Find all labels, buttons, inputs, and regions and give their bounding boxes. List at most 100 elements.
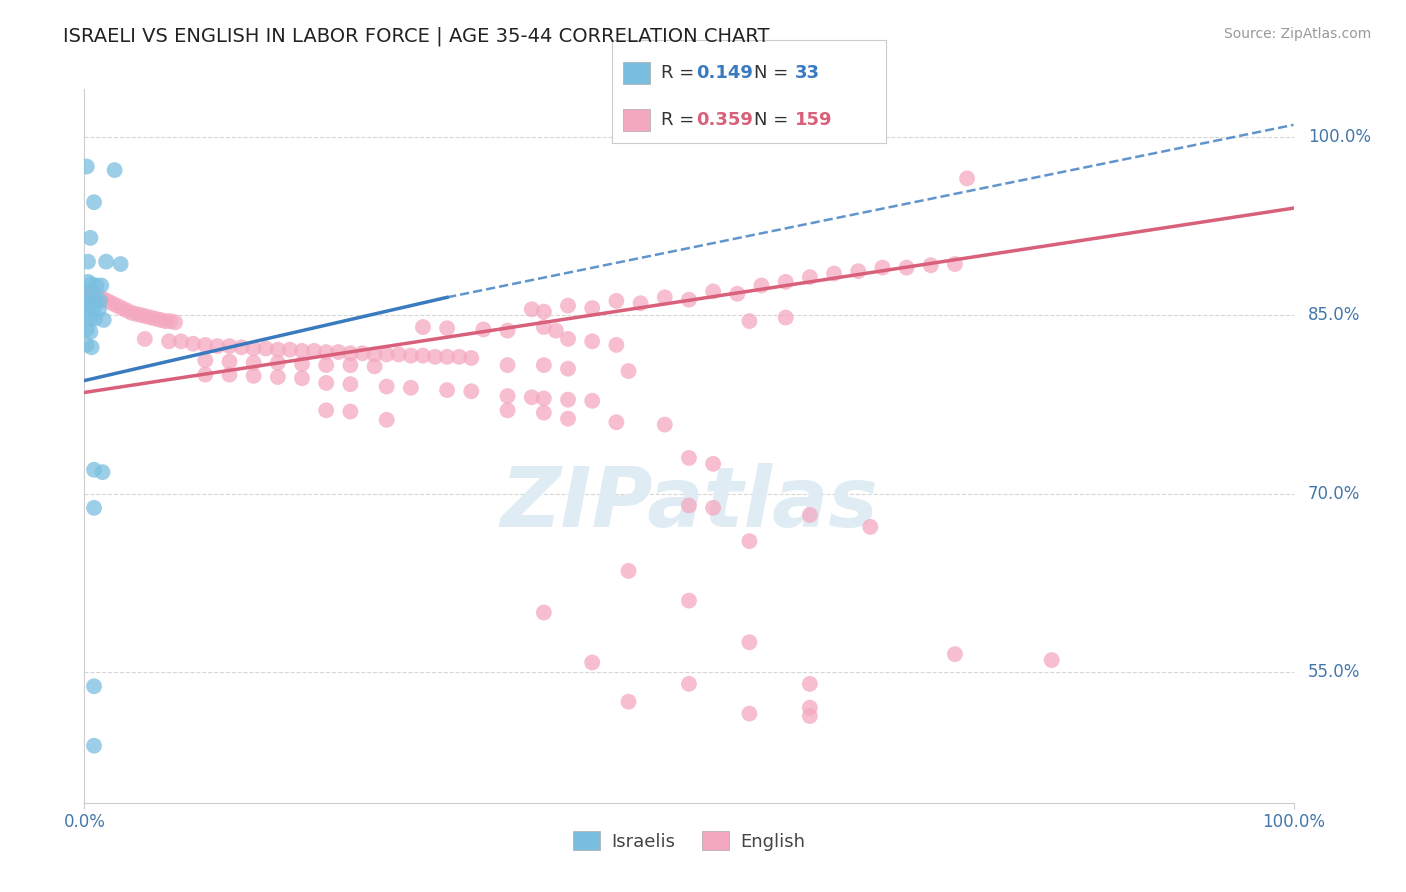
Point: [449, 350, 471, 364]
Point: [101, 296, 124, 310]
Point: [799, 709, 821, 723]
Point: [77, 285, 100, 299]
Point: [76, 160, 98, 174]
Point: [581, 301, 603, 315]
Text: N =: N =: [754, 112, 794, 129]
Point: [104, 163, 127, 178]
Point: [80, 277, 103, 292]
Point: [218, 368, 240, 382]
Point: [605, 415, 627, 429]
Point: [775, 310, 797, 325]
Point: [79, 300, 101, 314]
Point: [79, 311, 101, 326]
Point: [76, 322, 98, 336]
Point: [725, 286, 748, 301]
Text: 100.0%: 100.0%: [1308, 128, 1371, 145]
Point: [533, 406, 555, 420]
Text: N =: N =: [754, 64, 794, 82]
Point: [375, 413, 398, 427]
Point: [91, 292, 114, 306]
Point: [83, 195, 105, 210]
Point: [129, 308, 152, 322]
Point: [278, 343, 301, 357]
Point: [80, 290, 103, 304]
Point: [77, 286, 100, 301]
Point: [799, 508, 821, 522]
Point: [194, 338, 217, 352]
Point: [581, 393, 603, 408]
Point: [460, 384, 482, 399]
Point: [339, 377, 361, 392]
Point: [145, 311, 167, 326]
Point: [496, 358, 519, 372]
Point: [363, 359, 385, 374]
Point: [110, 257, 132, 271]
Point: [896, 260, 918, 275]
Point: [412, 349, 434, 363]
Point: [617, 564, 640, 578]
Point: [315, 376, 337, 390]
Point: [859, 520, 882, 534]
Text: 70.0%: 70.0%: [1308, 484, 1361, 502]
Bar: [623, 109, 650, 131]
Point: [328, 345, 350, 359]
Point: [254, 342, 277, 356]
Point: [159, 314, 181, 328]
Point: [83, 679, 105, 693]
Point: [399, 381, 422, 395]
Point: [139, 310, 162, 325]
Point: [315, 403, 337, 417]
Point: [84, 293, 107, 307]
Point: [956, 171, 979, 186]
Point: [83, 463, 105, 477]
Point: [823, 267, 845, 281]
Point: [83, 739, 105, 753]
Point: [557, 411, 579, 425]
Point: [115, 303, 138, 318]
Point: [339, 346, 361, 360]
Point: [557, 392, 579, 407]
Point: [231, 340, 253, 354]
Point: [89, 293, 111, 308]
Point: [90, 278, 112, 293]
Text: 0.359: 0.359: [696, 112, 754, 129]
Text: 33: 33: [796, 64, 820, 82]
Text: 85.0%: 85.0%: [1308, 306, 1361, 324]
Text: 159: 159: [796, 112, 832, 129]
Bar: [623, 62, 650, 84]
Point: [399, 349, 422, 363]
Point: [496, 324, 519, 338]
Point: [339, 404, 361, 418]
Text: ISRAELI VS ENGLISH IN LABOR FORCE | AGE 35-44 CORRELATION CHART: ISRAELI VS ENGLISH IN LABOR FORCE | AGE …: [63, 27, 769, 46]
Point: [77, 254, 100, 268]
Point: [76, 299, 98, 313]
Point: [617, 364, 640, 378]
Point: [630, 296, 652, 310]
Point: [738, 534, 761, 549]
Point: [207, 339, 229, 353]
Point: [557, 361, 579, 376]
Point: [799, 677, 821, 691]
Point: [920, 258, 942, 272]
Point: [93, 313, 115, 327]
Point: [218, 339, 240, 353]
Point: [738, 706, 761, 721]
Point: [738, 314, 761, 328]
Point: [76, 310, 98, 325]
Point: [388, 347, 411, 361]
Point: [165, 315, 187, 329]
Point: [654, 417, 676, 432]
Point: [134, 332, 156, 346]
Point: [436, 350, 458, 364]
Point: [80, 340, 103, 354]
Text: R =: R =: [661, 64, 700, 82]
Point: [135, 310, 157, 324]
Point: [121, 306, 143, 320]
Point: [436, 321, 458, 335]
Point: [520, 390, 543, 404]
Point: [267, 356, 290, 370]
Text: Source: ZipAtlas.com: Source: ZipAtlas.com: [1223, 27, 1371, 41]
Point: [799, 270, 821, 285]
Point: [218, 354, 240, 368]
Point: [533, 392, 555, 406]
